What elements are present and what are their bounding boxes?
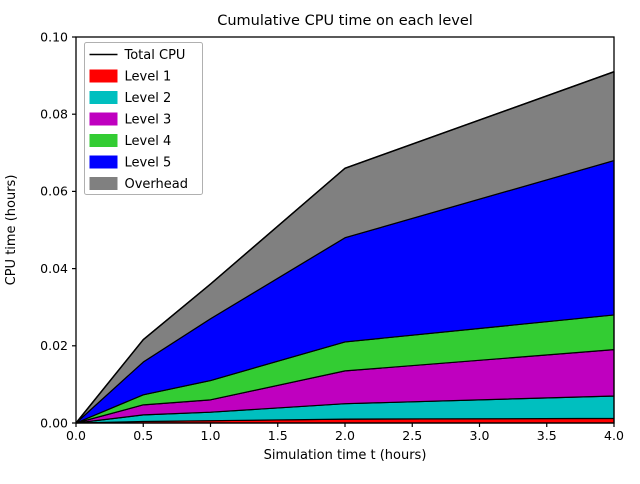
- legend-label-level-2: Level 2: [125, 91, 172, 106]
- x-tick-label: 2.5: [402, 428, 422, 443]
- x-tick-label: 3.0: [470, 428, 490, 443]
- x-tick-label: 0.0: [66, 428, 86, 443]
- x-tick-label: 0.5: [133, 428, 153, 443]
- legend-swatch-level-3: [89, 112, 118, 126]
- y-tick-label: 0.06: [40, 184, 68, 199]
- axis-ticks: 0.0 0.5 1.0 1.5 2.0 2.5 3.0 3.5 4.0 0.00 0.02 0.04 0…: [40, 29, 624, 443]
- legend-swatch-level-1: [89, 69, 118, 83]
- legend-swatch-level-5: [89, 155, 118, 169]
- y-axis-label: CPU time (hours): [4, 175, 19, 286]
- legend: Total CPU Level 1 Level 2 Level 3 Level 4 Lev…: [84, 42, 203, 195]
- y-tick-label: 0.08: [40, 107, 68, 122]
- x-tick-label: 3.5: [537, 428, 557, 443]
- x-tick-label: 1.5: [268, 428, 288, 443]
- x-tick-label: 4.0: [604, 428, 624, 443]
- legend-swatch-level-4: [89, 134, 118, 147]
- legend-swatch-overhead: [89, 177, 118, 190]
- legend-label-level-4: Level 4: [125, 134, 172, 149]
- legend-label-level-1: Level 1: [125, 70, 172, 85]
- legend-swatch-level-2: [89, 91, 118, 104]
- x-tick-label: 2.0: [335, 428, 355, 443]
- y-tick-label: 0.02: [40, 338, 68, 353]
- chart-title: Cumulative CPU time on each level: [217, 13, 473, 29]
- x-tick-label: 1.0: [201, 428, 221, 443]
- legend-label-overhead: Overhead: [125, 177, 189, 192]
- y-tick-label: 0.04: [40, 261, 68, 276]
- x-axis-label: Simulation time t (hours): [264, 448, 427, 463]
- legend-label-level-5: Level 5: [125, 156, 172, 171]
- stacked-areas: [75, 71, 615, 424]
- legend-label-total-cpu: Total CPU: [124, 48, 186, 63]
- total-cpu-line: [75, 71, 615, 424]
- y-tick-label: 0.00: [40, 415, 68, 430]
- y-tick-label: 0.10: [40, 29, 68, 44]
- legend-label-level-3: Level 3: [125, 113, 172, 128]
